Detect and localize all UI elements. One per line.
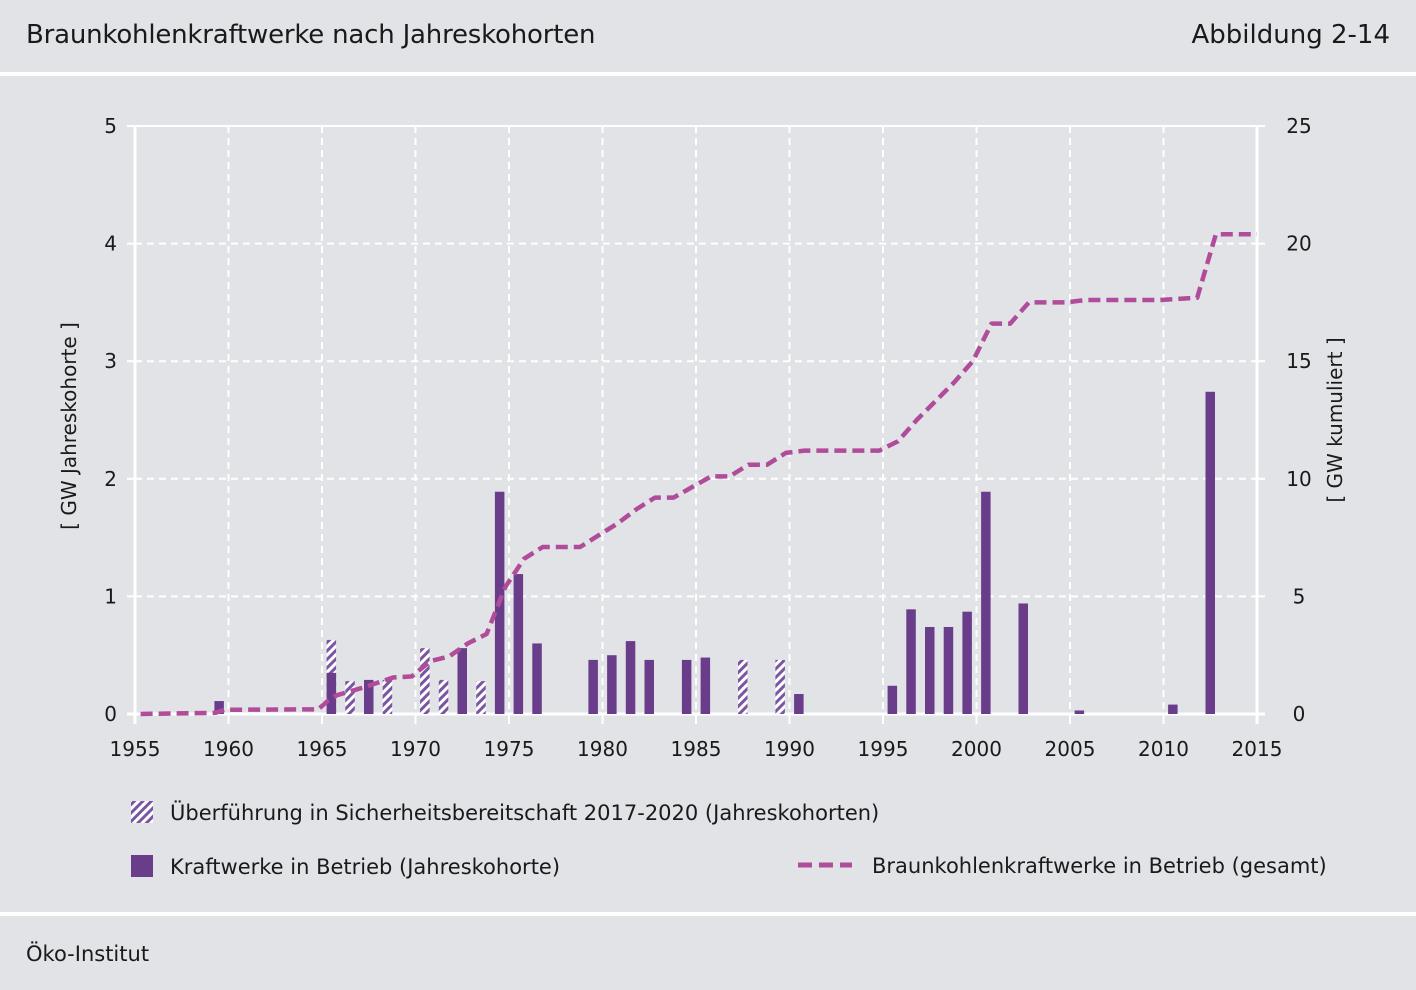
bar-operating	[214, 701, 224, 714]
legend-label-reserve: Überführung in Sicherheitsbereitschaft 2…	[170, 800, 879, 825]
x-tick-label: 1970	[390, 737, 441, 761]
bar-operating	[943, 626, 954, 714]
bar-operating	[457, 648, 467, 714]
figure-header: Braunkohlenkraftwerke nach Jahreskohorte…	[0, 0, 1416, 72]
chart-grid	[135, 125, 1257, 714]
bar-reserve	[345, 681, 355, 714]
chart-cumulative-line	[140, 231, 1257, 717]
bar-reserve	[420, 648, 430, 714]
y-tick-label: 5	[104, 114, 117, 138]
bar-reserve	[476, 681, 486, 714]
figure-number: Abbildung 2-14	[1191, 20, 1390, 50]
chart: 0 1 2 3 4 5 0 5 10 15 20 25 1955 1960 1965 1970 1975 1980…	[57, 114, 1347, 879]
bar-reserve	[775, 659, 785, 714]
y2-tick-label: 20	[1286, 232, 1311, 256]
y2-tick-label: 5	[1293, 584, 1306, 608]
x-tick-label: 2005	[1045, 737, 1096, 761]
y2-tick-label: 15	[1286, 349, 1311, 373]
bar-operating	[925, 626, 935, 714]
legend-label-total: Braunkohlenkraftwerke in Betrieb (gesamt…	[872, 854, 1327, 878]
bar-operating	[326, 672, 337, 714]
x-tick-label: 2015	[1232, 737, 1283, 761]
footer-divider	[0, 912, 1416, 916]
x-tick-label: 1955	[110, 737, 161, 761]
x-tick-label: 1990	[764, 737, 815, 761]
bar-operating	[794, 694, 804, 714]
bar-operating	[513, 574, 524, 714]
line-cumulative-total	[140, 231, 1257, 717]
source-note: Öko-Institut	[26, 942, 150, 966]
x-tick-label: 2000	[951, 737, 1002, 761]
bar-operating	[1168, 704, 1178, 714]
y-tick-label: 4	[104, 232, 117, 256]
x-tick-label: 1975	[484, 737, 535, 761]
figure-title: Braunkohlenkraftwerke nach Jahreskohorte…	[26, 20, 596, 50]
y-tick-label: 0	[104, 702, 117, 726]
bar-operating	[532, 643, 542, 714]
bar-operating	[962, 611, 972, 714]
bar-reserve	[382, 679, 393, 714]
bar-operating	[981, 491, 991, 714]
chart-bars	[214, 391, 1215, 714]
y2-tick-label: 25	[1286, 114, 1311, 138]
y2-tick-label: 0	[1293, 702, 1306, 726]
legend-swatch-hatched	[131, 801, 153, 823]
bar-operating	[588, 659, 598, 714]
y-axis-label: [ GW Jahreskohorte ]	[57, 322, 81, 530]
y2-tick-label: 10	[1286, 467, 1311, 491]
bar-operating	[607, 655, 617, 714]
y2-axis-label: [ GW kumuliert ]	[1323, 337, 1347, 502]
bar-operating	[1205, 391, 1215, 714]
legend-label-operating: Kraftwerke in Betrieb (Jahreskohorte)	[170, 855, 560, 879]
bar-operating	[644, 659, 654, 714]
legend-swatch-solid	[131, 855, 153, 877]
chart-tick-labels: 0 1 2 3 4 5 0 5 10 15 20 25 1955 1960 1965 1970 1975 1980…	[104, 114, 1311, 761]
legend: Überführung in Sicherheitsbereitschaft 2…	[131, 800, 1327, 879]
x-tick-label: 1965	[297, 737, 348, 761]
x-tick-label: 1995	[858, 737, 909, 761]
bar-operating	[364, 679, 374, 714]
y-tick-label: 2	[104, 467, 117, 491]
bar-operating	[906, 609, 916, 714]
header-divider	[0, 72, 1416, 76]
bar-operating	[700, 657, 711, 714]
y-tick-label: 3	[104, 349, 117, 373]
x-tick-label: 1985	[671, 737, 722, 761]
bar-operating	[887, 685, 898, 714]
y-tick-label: 1	[104, 584, 117, 608]
bar-operating	[625, 641, 636, 714]
x-tick-label: 1960	[203, 737, 254, 761]
bar-operating	[1074, 710, 1085, 714]
x-tick-label: 2010	[1138, 737, 1189, 761]
x-tick-label: 1980	[577, 737, 628, 761]
bar-reserve	[438, 679, 449, 714]
bar-operating	[1018, 603, 1028, 714]
bar-operating	[681, 659, 692, 714]
bar-reserve	[738, 659, 748, 714]
